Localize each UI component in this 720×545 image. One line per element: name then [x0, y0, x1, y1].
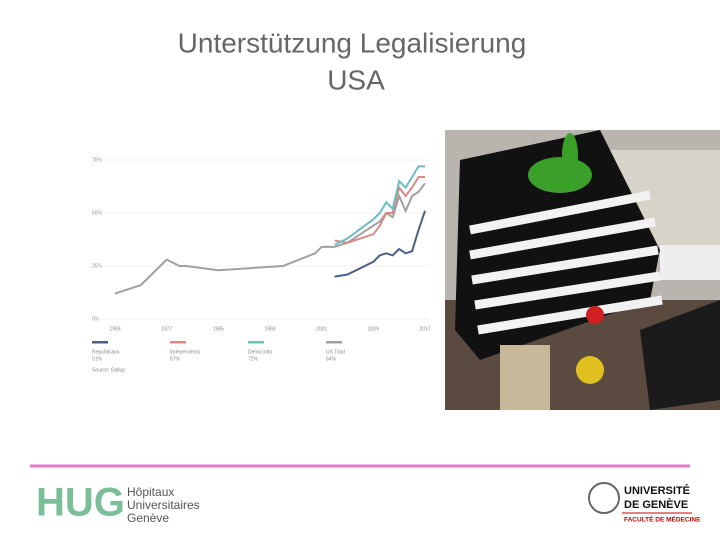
series-line — [334, 210, 426, 278]
legend-swatch — [92, 341, 108, 344]
series-line — [334, 165, 425, 246]
series-line — [114, 182, 426, 295]
source: Source: Gallup — [92, 367, 125, 373]
x-tick-label: 1985 — [213, 326, 224, 332]
legend-value: 72% — [248, 356, 259, 362]
legend-value: 64% — [326, 356, 337, 362]
hug-logo: HUG — [36, 481, 125, 525]
x-tick-label: 1993 — [264, 326, 275, 332]
legend-label: Democrats — [248, 349, 273, 355]
unige-seal — [588, 482, 620, 514]
x-tick-label: 2017 — [419, 326, 430, 332]
x-tick-label: 1969 — [109, 326, 120, 332]
hug-text: Genève — [127, 511, 169, 525]
series-line — [334, 175, 425, 244]
legend-swatch — [248, 341, 264, 344]
x-tick-label: 2001 — [316, 326, 327, 332]
faculty-text: FACULTÉ DE MÉDECINE — [624, 515, 701, 524]
x-tick-label: 2009 — [368, 326, 379, 332]
slide-title: Unterstützung Legalisierung — [178, 27, 527, 58]
legend-value: 67% — [170, 356, 181, 362]
photo — [445, 130, 720, 410]
slide-title: USA — [327, 64, 385, 95]
hug-text: Universitaires — [127, 498, 200, 512]
x-tick-label: 1977 — [161, 326, 172, 332]
legend-swatch — [170, 341, 186, 344]
unige-text: DE GENÈVE — [624, 498, 688, 511]
legend-swatch — [326, 341, 342, 344]
legend-value: 51% — [92, 356, 103, 362]
hug-text: Hôpitaux — [127, 485, 174, 499]
legend-label: Independents — [170, 349, 201, 355]
legend-label: US Total — [326, 349, 345, 355]
unige-text: UNIVERSITÉ — [624, 484, 690, 497]
legend-label: Republicans — [92, 349, 120, 355]
